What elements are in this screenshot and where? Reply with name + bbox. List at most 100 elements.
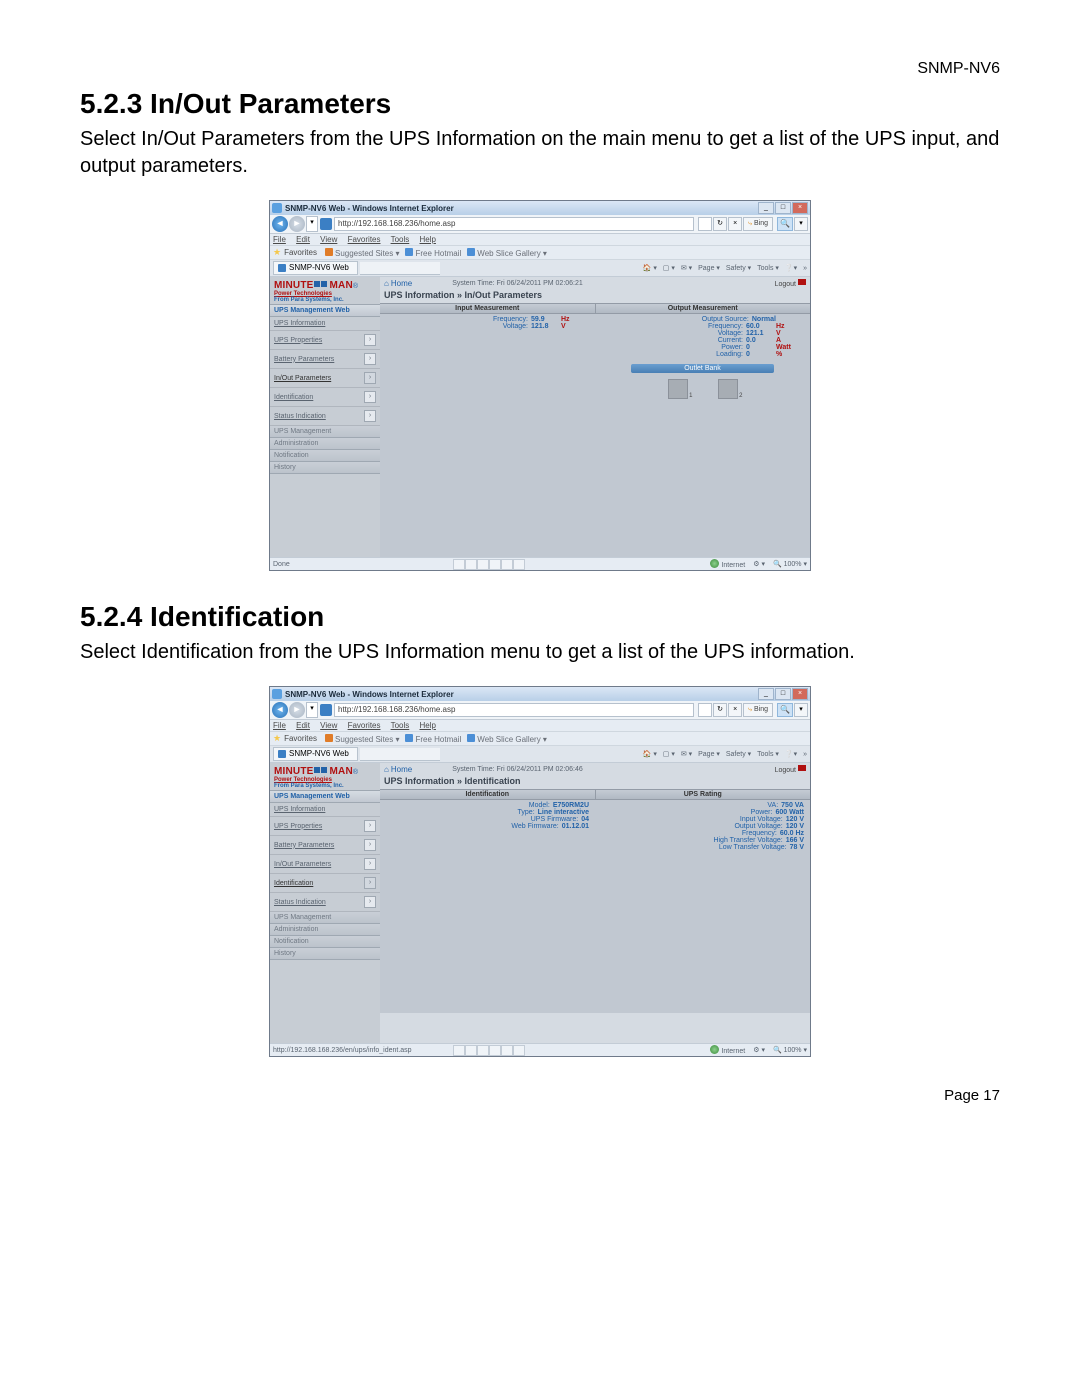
fav-suggested[interactable]: Suggested Sites ▾ <box>325 734 400 744</box>
maximize-button[interactable]: □ <box>775 202 791 214</box>
star-icon[interactable]: ★ <box>273 247 281 258</box>
menu-edit[interactable]: Edit <box>296 721 310 730</box>
tb-page[interactable]: Page ▾ <box>698 265 720 272</box>
search-go-button[interactable]: 🔍 <box>777 217 793 231</box>
address-bar[interactable]: http://192.168.168.236/home.asp <box>334 703 694 717</box>
sidebar-ups-properties[interactable]: UPS Properties› <box>270 817 380 836</box>
sidebar-inout-parameters[interactable]: In/Out Parameters› <box>270 369 380 388</box>
menu-help[interactable]: Help <box>420 721 436 730</box>
refresh-button[interactable]: ↻ <box>713 217 727 231</box>
sidebar-ups-information[interactable]: UPS Information <box>270 803 380 817</box>
sidebar-ups-management[interactable]: UPS Management <box>270 426 380 438</box>
zone-internet[interactable]: Internet <box>710 559 745 569</box>
favorites-label[interactable]: Favorites <box>284 248 317 257</box>
tb-safety[interactable]: Safety ▾ <box>726 751 751 758</box>
menu-view[interactable]: View <box>320 235 337 244</box>
nav-dropdown[interactable]: ▾ <box>306 702 318 718</box>
command-bar[interactable]: 🏠 ▾ ▢ ▾ ✉ ▾ Page ▾ Safety ▾ Tools ▾ ❔▾ » <box>440 750 807 758</box>
tb-mail-icon[interactable]: ✉ ▾ <box>681 265 692 272</box>
sidebar-ups-information[interactable]: UPS Information <box>270 317 380 331</box>
zone-zoom[interactable]: 🔍 100% ▾ <box>773 1046 807 1054</box>
nav-dropdown[interactable]: ▾ <box>306 216 318 232</box>
home-link[interactable]: Home <box>391 765 412 774</box>
command-bar[interactable]: 🏠 ▾ ▢ ▾ ✉ ▾ Page ▾ Safety ▾ Tools ▾ ❔▾ » <box>440 264 807 272</box>
menu-edit[interactable]: Edit <box>296 235 310 244</box>
search-provider[interactable]: ⤷ Bing <box>743 217 773 231</box>
menu-help[interactable]: Help <box>420 235 436 244</box>
search-dropdown[interactable] <box>698 217 712 231</box>
home-link[interactable]: Home <box>391 279 412 288</box>
back-button[interactable]: ◄ <box>272 216 288 232</box>
sidebar-status-indication[interactable]: Status Indication› <box>270 893 380 912</box>
tb-feeds-icon[interactable]: ▢ ▾ <box>663 751 675 758</box>
stop-button[interactable]: × <box>728 703 742 717</box>
sidebar-administration[interactable]: Administration <box>270 924 380 936</box>
menu-favorites[interactable]: Favorites <box>348 235 381 244</box>
tb-tools[interactable]: Tools ▾ <box>757 751 779 758</box>
search-options[interactable]: ▾ <box>794 217 808 231</box>
tb-help-icon[interactable]: ❔▾ <box>785 751 797 758</box>
search-dropdown[interactable] <box>698 703 712 717</box>
menu-view[interactable]: View <box>320 721 337 730</box>
tb-safety[interactable]: Safety ▾ <box>726 265 751 272</box>
forward-button[interactable]: ► <box>289 216 305 232</box>
minimize-button[interactable]: _ <box>758 202 774 214</box>
close-button[interactable]: × <box>792 202 808 214</box>
sidebar-status-indication[interactable]: Status Indication› <box>270 407 380 426</box>
search-go-button[interactable]: 🔍 <box>777 703 793 717</box>
zone-mode[interactable]: ⚙ ▾ <box>753 1046 765 1054</box>
tb-mail-icon[interactable]: ✉ ▾ <box>681 751 692 758</box>
menu-favorites[interactable]: Favorites <box>348 721 381 730</box>
menu-file[interactable]: File <box>273 235 286 244</box>
fav-hotmail[interactable]: Free Hotmail <box>405 734 461 744</box>
favorites-label[interactable]: Favorites <box>284 734 317 743</box>
search-options[interactable]: ▾ <box>794 703 808 717</box>
logout-link[interactable]: Logout <box>775 279 806 288</box>
tb-home-icon[interactable]: 🏠 ▾ <box>643 265 657 272</box>
maximize-button[interactable]: □ <box>775 688 791 700</box>
fav-gallery[interactable]: Web Slice Gallery ▾ <box>467 734 547 744</box>
tab[interactable]: SNMP-NV6 Web <box>273 747 358 761</box>
sidebar-notification[interactable]: Notification <box>270 936 380 948</box>
refresh-button[interactable]: ↻ <box>713 703 727 717</box>
sidebar-history[interactable]: History <box>270 462 380 474</box>
star-icon[interactable]: ★ <box>273 733 281 744</box>
tb-page[interactable]: Page ▾ <box>698 751 720 758</box>
sidebar-battery-parameters[interactable]: Battery Parameters› <box>270 836 380 855</box>
tb-help-icon[interactable]: ❔▾ <box>785 265 797 272</box>
tb-tools[interactable]: Tools ▾ <box>757 265 779 272</box>
fav-gallery[interactable]: Web Slice Gallery ▾ <box>467 248 547 258</box>
zone-zoom[interactable]: 🔍 100% ▾ <box>773 560 807 568</box>
sidebar-administration[interactable]: Administration <box>270 438 380 450</box>
menubar[interactable]: File Edit View Favorites Tools Help <box>270 720 810 732</box>
search-provider[interactable]: ⤷ Bing <box>743 703 773 717</box>
sidebar-ups-management[interactable]: UPS Management <box>270 912 380 924</box>
tb-home-icon[interactable]: 🏠 ▾ <box>643 751 657 758</box>
sidebar-ups-properties[interactable]: UPS Properties› <box>270 331 380 350</box>
home-icon[interactable]: ⌂ <box>384 279 389 288</box>
close-button[interactable]: × <box>792 688 808 700</box>
forward-button[interactable]: ► <box>289 702 305 718</box>
fav-hotmail[interactable]: Free Hotmail <box>405 248 461 258</box>
back-button[interactable]: ◄ <box>272 702 288 718</box>
sidebar-inout-parameters[interactable]: In/Out Parameters› <box>270 855 380 874</box>
tb-feeds-icon[interactable]: ▢ ▾ <box>663 265 675 272</box>
sidebar-identification[interactable]: Identification› <box>270 388 380 407</box>
menu-tools[interactable]: Tools <box>391 235 410 244</box>
sidebar-identification[interactable]: Identification› <box>270 874 380 893</box>
minimize-button[interactable]: _ <box>758 688 774 700</box>
home-icon[interactable]: ⌂ <box>384 765 389 774</box>
sidebar-battery-parameters[interactable]: Battery Parameters› <box>270 350 380 369</box>
menu-file[interactable]: File <box>273 721 286 730</box>
logout-link[interactable]: Logout <box>775 765 806 774</box>
stop-button[interactable]: × <box>728 217 742 231</box>
menubar[interactable]: File Edit View Favorites Tools Help <box>270 234 810 246</box>
zone-mode[interactable]: ⚙ ▾ <box>753 560 765 568</box>
fav-suggested[interactable]: Suggested Sites ▾ <box>325 248 400 258</box>
sidebar-notification[interactable]: Notification <box>270 450 380 462</box>
address-bar[interactable]: http://192.168.168.236/home.asp <box>334 217 694 231</box>
sidebar-history[interactable]: History <box>270 948 380 960</box>
zone-internet[interactable]: Internet <box>710 1045 745 1055</box>
menu-tools[interactable]: Tools <box>391 721 410 730</box>
tab[interactable]: SNMP-NV6 Web <box>273 261 358 275</box>
